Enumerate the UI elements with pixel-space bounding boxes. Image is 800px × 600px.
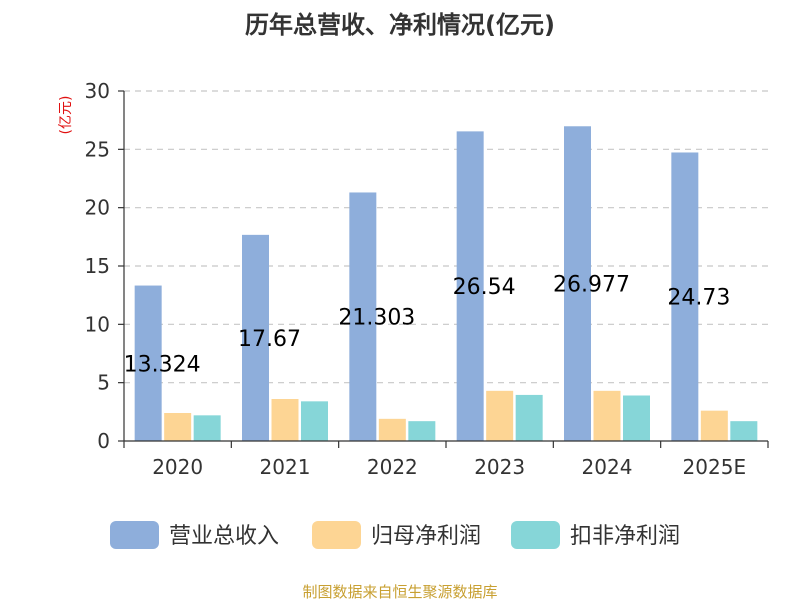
bar-2-2025E	[700, 410, 728, 441]
bar-1-2022	[349, 192, 377, 441]
legend-label: 归母净利润	[371, 524, 481, 549]
legend-label: 扣非净利润	[570, 524, 680, 549]
x-tick-label: 2024	[582, 455, 633, 479]
bar-3-2023	[515, 394, 543, 441]
bars-layer	[134, 126, 758, 441]
source-note: 制图数据来自恒生聚源数据库	[302, 583, 497, 600]
x-tick-label: 2023	[474, 455, 525, 479]
bar-2-2024	[593, 390, 621, 441]
grid-layer	[124, 90, 768, 384]
y-tick-label: 5	[97, 371, 110, 395]
bar-3-2021	[301, 401, 328, 441]
x-tick-label: 2022	[367, 455, 418, 479]
legend: 营业总收入 归母净利润 扣非净利润	[110, 521, 680, 549]
bar-1-2025E	[671, 152, 699, 441]
bar-3-2024	[623, 395, 650, 441]
bar-2-2020	[164, 413, 192, 441]
y-tick-label: 20	[85, 196, 110, 220]
data-label-2020: 13.324	[124, 352, 201, 377]
data-label-2022: 21.303	[338, 306, 415, 331]
data-label-layer: 13.324 17.67 21.303 26.54 26.977 24.73	[124, 273, 731, 378]
y-unit-label: (亿元)	[58, 96, 74, 135]
x-tick-label: 2025E	[683, 455, 747, 479]
bar-2-2021	[271, 399, 299, 441]
data-label-2023: 26.54	[453, 275, 516, 300]
bar-1-2021	[242, 234, 269, 441]
y-tick-label: 15	[85, 254, 110, 278]
bar-1-2020	[134, 285, 162, 441]
axis-layer: 0 5 10 15 20 25 30 2020 2021 2022 2023 2024 2025E	[85, 79, 769, 479]
x-tick-label: 2021	[260, 455, 311, 479]
bar-2-2023	[486, 390, 514, 441]
bar-3-2020	[193, 415, 221, 441]
y-tick-label: 0	[97, 429, 110, 453]
data-label-2024: 26.977	[553, 273, 630, 298]
y-tick-label: 10	[85, 312, 110, 336]
x-tick-label: 2020	[152, 455, 203, 479]
bar-2-2022	[378, 418, 406, 441]
legend-swatch	[312, 521, 361, 549]
y-tick-label: 25	[85, 137, 110, 161]
bar-1-2023	[456, 131, 484, 441]
data-label-2021: 17.67	[238, 327, 301, 352]
y-tick-label: 30	[85, 79, 110, 103]
data-label-2025E: 24.73	[667, 286, 730, 311]
legend-label: 营业总收入	[169, 524, 279, 549]
bar-1-2024	[564, 126, 591, 441]
legend-swatch	[511, 521, 560, 549]
legend-swatch	[110, 521, 159, 549]
bar-3-2022	[408, 421, 436, 441]
bar-3-2025E	[730, 421, 758, 441]
chart-title: 历年总营收、净利情况(亿元)	[245, 11, 555, 39]
